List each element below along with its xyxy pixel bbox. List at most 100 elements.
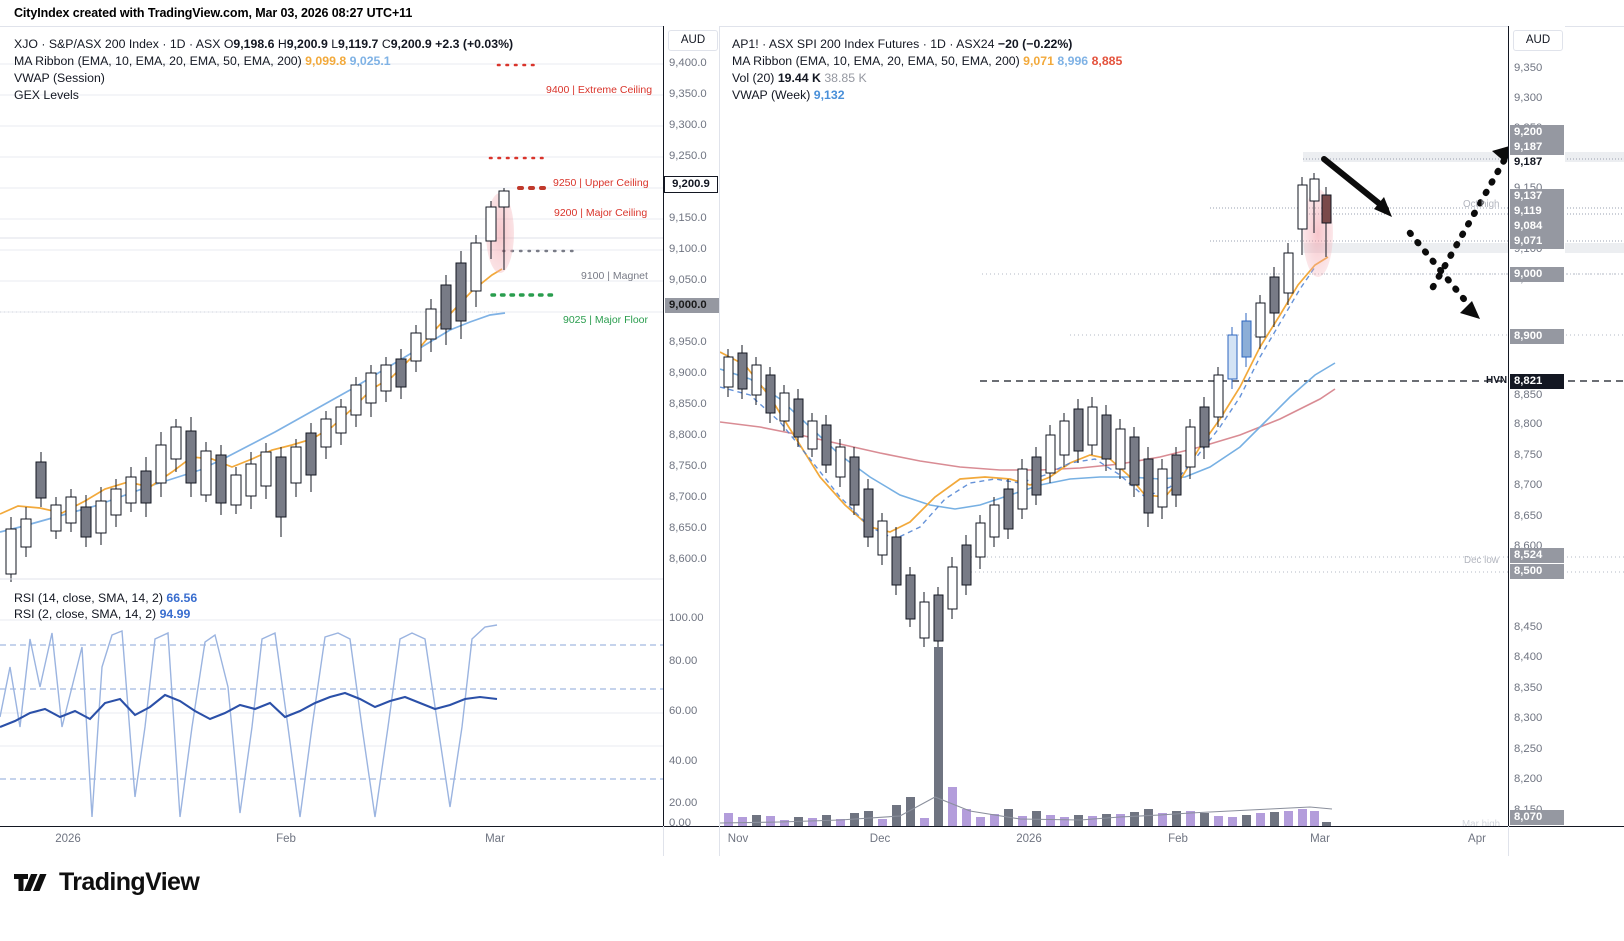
left-gex-name: GEX Levels: [14, 88, 79, 102]
left-tick-9400: 9,400.0: [669, 57, 707, 69]
left-tick-8700: 8,700.0: [669, 491, 707, 503]
left-tick-9050: 9,050.0: [669, 274, 707, 286]
left-tick-8600: 8,600.0: [669, 553, 707, 565]
right-price-tag-8900: 8,900: [1510, 329, 1564, 344]
right-price-tag-8524: 8,524: [1510, 548, 1564, 563]
left-tick-8650: 8,650.0: [669, 522, 707, 534]
right-price-tag-9187a: 9,187: [1510, 140, 1564, 155]
left-indicator-ma-ribbon[interactable]: MA Ribbon (EMA, 10, EMA, 20, EMA, 50, EM…: [14, 53, 391, 70]
left-ma-ribbon-name: MA Ribbon (EMA, 10, EMA, 20, EMA, 50, EM…: [14, 54, 302, 68]
gex-label-major-floor: 9025 | Major Floor: [563, 314, 649, 326]
right-price-tag-8070: 8,070: [1510, 810, 1564, 825]
left-tick-9250: 9,250.0: [669, 150, 707, 162]
left-time-label-feb: Feb: [276, 833, 296, 845]
tradingview-wordmark: TradingView: [59, 868, 200, 896]
left-chart-pane[interactable]: XJO · S&P/ASX 200 Index · 1D · ASX O9,19…: [0, 26, 663, 827]
right-time-label-nov: Nov: [727, 833, 749, 845]
right-tick-8450: 8,450: [1514, 621, 1543, 633]
left-symbol-legend[interactable]: XJO · S&P/ASX 200 Index · 1D · ASX O9,19…: [14, 36, 513, 53]
ohlc-low-label: L: [331, 37, 339, 51]
right-price-tag-8500: 8,500: [1510, 564, 1564, 579]
right-chart-canvas: [720, 145, 1624, 827]
right-tick-8800: 8,800: [1514, 418, 1543, 430]
right-price-tag-9119: 9,119: [1510, 204, 1564, 219]
rsi-legend-2[interactable]: RSI (2, close, SMA, 14, 2) 94.99: [14, 606, 190, 623]
page-title: CityIndex created with TradingView.com, …: [14, 6, 413, 20]
annotation-dec-low: Dec low: [1464, 555, 1499, 566]
gex-label-upper-ceiling: 9250 | Upper Ceiling: [553, 177, 649, 189]
right-vol-ma-value: 38.85 K: [824, 71, 867, 85]
right-symbol-text: AP1! · ASX SPI 200 Index Futures · 1D · …: [732, 37, 995, 51]
left-symbol-text: XJO · S&P/ASX 200 Index · 1D · ASX: [14, 37, 221, 51]
ohlc-change: +2.3 (+0.03%): [435, 37, 514, 51]
annotation-oct-high: Oct high: [1463, 199, 1500, 210]
left-currency-badge: AUD: [668, 30, 718, 51]
rsi-legend-1[interactable]: RSI (14, close, SMA, 14, 2) 66.56: [14, 590, 197, 607]
right-tick-8400: 8,400: [1514, 651, 1543, 663]
left-tick-8750: 8,750.0: [669, 460, 707, 472]
rsi-tick-20: 20.00: [669, 797, 698, 809]
left-current-price-tag: 9,000.0: [665, 298, 719, 313]
right-ma-ribbon-name: MA Ribbon (EMA, 10, EMA, 20, EMA, 50, EM…: [732, 54, 1020, 68]
right-price-tag-8821: 8,821: [1510, 374, 1564, 389]
right-vol-value: 19.44 K: [777, 71, 821, 85]
ohlc-high-label: H: [277, 37, 287, 51]
right-tick-9300: 9,300: [1514, 92, 1543, 104]
left-last-price-tag: 9,200.9: [664, 176, 718, 193]
right-indicator-vwap[interactable]: VWAP (Week) 9,132: [732, 87, 845, 104]
right-vwap-name: VWAP (Week): [732, 88, 811, 102]
right-indicator-ma-ribbon[interactable]: MA Ribbon (EMA, 10, EMA, 20, EMA, 50, EM…: [732, 53, 1122, 70]
right-price-axis[interactable]: AUD 9,350 9,300 9,250 9,150 9,100 9,050 …: [1508, 26, 1565, 826]
right-tick-9350: 9,350: [1514, 62, 1543, 74]
right-ma-ribbon-value-3: 8,885: [1091, 54, 1123, 68]
left-ma-ribbon-value-1: 9,099.8: [305, 54, 347, 68]
left-time-label-2026: 2026: [55, 833, 81, 845]
right-price-tag-9200: 9,200: [1510, 125, 1564, 140]
rsi-tick-40: 40.00: [669, 755, 698, 767]
ohlc-close: 9,200.9: [390, 37, 432, 51]
rsi-tick-60: 60.00: [669, 705, 698, 717]
right-indicator-volume[interactable]: Vol (20) 19.44 K 38.85 K: [732, 70, 867, 87]
right-time-label-apr: Apr: [1468, 833, 1486, 845]
left-indicator-gex[interactable]: GEX Levels: [14, 87, 79, 104]
right-ma-ribbon-value-2: 8,996: [1057, 54, 1089, 68]
tradingview-logo[interactable]: TradingView: [14, 868, 200, 897]
right-price-tag-9137: 9,137: [1510, 189, 1564, 204]
left-price-axis[interactable]: AUD 9,400.0 9,350.0 9,300.0 9,250.0 9,20…: [663, 26, 720, 829]
right-price-tag-9071: 9,071: [1510, 234, 1564, 249]
left-time-label-mar: Mar: [485, 833, 505, 845]
time-axis-divider: [663, 826, 664, 856]
right-vwap-value: 9,132: [813, 88, 845, 102]
drawn-arrows: [1321, 145, 1513, 319]
right-tick-8750: 8,750: [1514, 449, 1543, 461]
left-ma-ribbon-value-2: 9,025.1: [349, 54, 391, 68]
right-time-label-dec: Dec: [869, 833, 891, 845]
left-tick-9150: 9,150.0: [669, 212, 707, 224]
right-chart-pane[interactable]: AP1! · ASX SPI 200 Index Futures · 1D · …: [719, 26, 1624, 827]
left-tick-9350: 9,350.0: [669, 88, 707, 100]
left-indicator-vwap[interactable]: VWAP (Session): [14, 70, 105, 87]
rsi-2-name: RSI (2, close, SMA, 14, 2): [14, 607, 157, 621]
time-axis[interactable]: 2026 Feb Mar Nov Dec 2026 Feb Mar Apr: [0, 826, 1624, 857]
ohlc-close-label: C: [381, 37, 391, 51]
right-tick-8850: 8,850: [1514, 389, 1543, 401]
right-tick-8700: 8,700: [1514, 479, 1543, 491]
tradingview-mark-icon: [14, 874, 47, 891]
rsi-tick-80: 80.00: [669, 655, 698, 667]
left-tick-8800: 8,800.0: [669, 429, 707, 441]
right-tick-8650: 8,650: [1514, 510, 1543, 522]
gex-label-extreme-ceiling: 9400 | Extreme Ceiling: [546, 84, 653, 96]
right-tick-8250: 8,250: [1514, 743, 1543, 755]
right-price-tag-9187b: 9,187: [1510, 155, 1564, 170]
right-symbol-legend[interactable]: AP1! · ASX SPI 200 Index Futures · 1D · …: [732, 36, 1072, 53]
left-tick-8950: 8,950.0: [669, 336, 707, 348]
right-time-label-mar: Mar: [1310, 833, 1330, 845]
left-chart-canvas: [0, 63, 663, 818]
left-tick-9100: 9,100.0: [669, 243, 707, 255]
right-time-label-feb: Feb: [1168, 833, 1188, 845]
annotation-hvn: HVN: [1486, 375, 1508, 386]
ohlc-open: 9,198.6: [233, 37, 275, 51]
right-currency-badge: AUD: [1513, 30, 1563, 51]
gex-label-magnet: 9100 | Magnet: [581, 270, 648, 282]
right-time-label-2026: 2026: [1016, 833, 1042, 845]
